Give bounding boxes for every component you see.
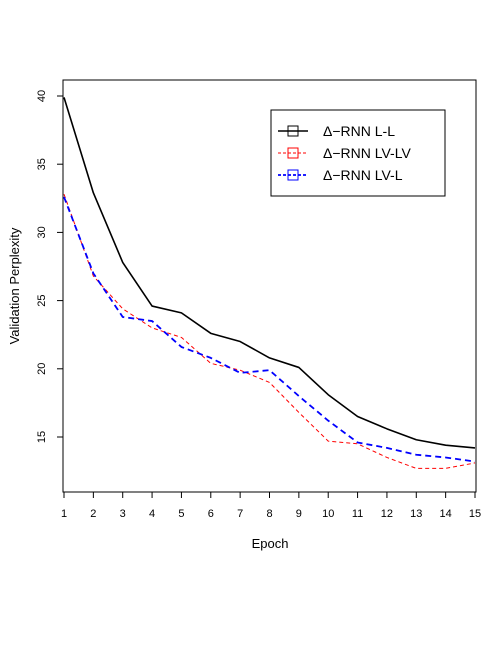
x-tick-label: 6	[208, 508, 214, 520]
series-line-1	[63, 97, 476, 449]
legend-marker-3	[287, 169, 299, 181]
x-tick-label: 12	[381, 508, 393, 520]
x-tick-label: 2	[90, 508, 96, 520]
x-tick-label: 14	[440, 508, 452, 520]
legend-label-1: Δ−RNN L-L	[323, 123, 395, 139]
y-tick-label: 20	[36, 363, 48, 375]
y-axis-label: Validation Perplexity	[7, 227, 22, 344]
x-tick-label: 4	[149, 508, 155, 520]
legend: Δ−RNN L-L Δ−RNN LV-LV Δ−RNN LV-L	[270, 109, 446, 197]
x-tick-label: 3	[120, 508, 126, 520]
series-line-3	[63, 196, 476, 463]
series-layer	[63, 97, 476, 469]
legend-marker-2	[287, 147, 299, 159]
legend-label-3: Δ−RNN LV-L	[323, 167, 403, 183]
legend-label-2: Δ−RNN LV-LV	[323, 145, 411, 161]
x-tick-label: 5	[178, 508, 184, 520]
x-tick-label: 10	[322, 508, 334, 520]
x-axis: 1 2 3 4 5 6 7 8 9 10 11 12 13 14 15	[61, 492, 481, 520]
x-tick-label: 7	[237, 508, 243, 520]
x-tick-label: 9	[296, 508, 302, 520]
x-tick-label: 13	[410, 508, 422, 520]
y-tick-label: 35	[36, 158, 48, 170]
x-axis-label: Epoch	[252, 536, 289, 551]
y-tick-label: 30	[36, 226, 48, 238]
x-tick-label: 1	[61, 508, 67, 520]
x-tick-label: 8	[266, 508, 272, 520]
y-tick-label: 25	[36, 294, 48, 306]
y-axis: 15 20 25 30 35 40	[36, 90, 63, 443]
y-tick-label: 15	[36, 431, 48, 443]
series-line-2	[63, 194, 476, 469]
y-tick-label: 40	[36, 90, 48, 102]
x-tick-label: 15	[469, 508, 481, 520]
legend-marker-1	[287, 125, 299, 137]
x-tick-label: 11	[352, 508, 363, 520]
